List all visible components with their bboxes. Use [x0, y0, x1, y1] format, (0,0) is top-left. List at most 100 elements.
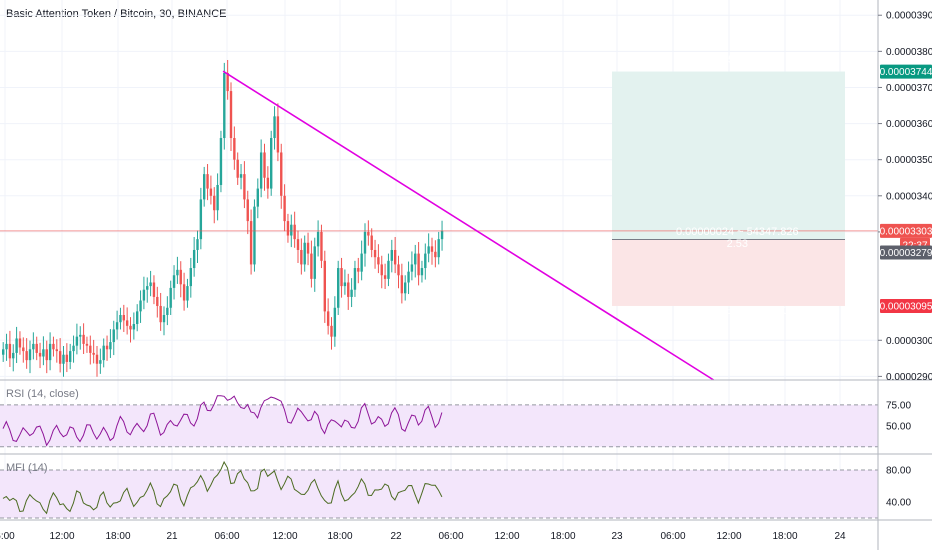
- candle-body: [162, 314, 166, 323]
- overlays[interactable]: [0, 70, 878, 381]
- candle-body: [199, 199, 203, 240]
- price-badge-label: 0.00003279: [880, 248, 932, 259]
- candle-body: [434, 251, 437, 258]
- rsi-label: RSI (14, close): [6, 388, 79, 400]
- candle-body: [326, 311, 330, 326]
- candle-body: [42, 349, 45, 357]
- candle-body: [236, 159, 239, 178]
- candle-body: [360, 253, 363, 272]
- candle-body: [414, 253, 417, 265]
- candle-body: [75, 336, 79, 346]
- candle-body: [176, 269, 179, 276]
- candle-body: [142, 289, 146, 301]
- candle-body: [424, 253, 427, 269]
- candle-body: [105, 345, 109, 350]
- candle-body: [306, 242, 310, 254]
- candle-body: [35, 343, 38, 353]
- candle-body: [159, 305, 162, 323]
- candle-body: [89, 345, 92, 353]
- candle-body: [393, 249, 397, 265]
- mfi-pane: [0, 460, 878, 519]
- candle-body: [370, 235, 373, 250]
- candle-body: [310, 253, 313, 279]
- candle-body: [115, 322, 119, 330]
- stop-loss-label[interactable]: 0.00000184 (5.61%) 0.9: [680, 305, 799, 317]
- rsi-line: [2, 395, 443, 447]
- candle-body: [109, 342, 112, 350]
- candle-body: [182, 284, 186, 301]
- price-badge-label: 0.00003095: [880, 301, 932, 312]
- candle-body: [353, 268, 357, 290]
- candle-body: [28, 349, 32, 361]
- candle-body: [266, 177, 270, 189]
- candle-body: [213, 195, 216, 211]
- candle-body: [256, 188, 259, 207]
- candle-body: [343, 282, 347, 287]
- candle-body: [337, 268, 340, 308]
- candle-body: [293, 224, 296, 240]
- candle-body: [380, 264, 383, 276]
- candle-body: [203, 174, 206, 200]
- time-tick-label: 24: [834, 531, 846, 542]
- candle-body: [383, 275, 387, 279]
- chart-title: Basic Attention Token / Bitcoin, 30, BIN…: [6, 8, 227, 20]
- position-zones[interactable]: [612, 71, 845, 306]
- candle-body: [259, 152, 263, 189]
- candle-body: [132, 324, 136, 330]
- candle-body: [12, 352, 15, 359]
- candle-body: [430, 246, 434, 252]
- take-profit-label[interactable]: 0.00000465 (14.18%) 1.25: [676, 54, 807, 66]
- mfi-line: [2, 460, 443, 515]
- candle-body: [169, 287, 172, 308]
- candle-body: [340, 268, 343, 287]
- time-tick-label: 21: [166, 531, 178, 542]
- mfi-tick-label: 40.00: [886, 498, 911, 509]
- candle-body: [92, 352, 95, 355]
- candle-body: [32, 343, 35, 350]
- candle-body: [65, 354, 69, 362]
- price-badge-last: [880, 223, 932, 238]
- rsi-band: [0, 404, 878, 447]
- candle-body: [404, 282, 407, 294]
- candle-body: [152, 282, 156, 297]
- candle-body: [139, 300, 142, 312]
- candle-body: [79, 334, 82, 337]
- candle-body: [313, 246, 316, 279]
- candle-body: [219, 138, 223, 185]
- candle-body: [129, 325, 132, 330]
- candle-body: [2, 349, 5, 355]
- entry-label[interactable]: 0.00000024 ~ 54347.826 2.53: [670, 224, 805, 252]
- price-badge-label: 0.00003744: [880, 67, 932, 78]
- candle-body: [189, 268, 192, 287]
- time-tick-label: 18:00: [550, 531, 575, 542]
- candle-body: [357, 268, 360, 272]
- candle-body: [233, 138, 236, 160]
- candle-body: [440, 230, 444, 240]
- candle-body: [172, 275, 176, 288]
- candle-body: [22, 347, 25, 352]
- candle-body: [55, 349, 58, 352]
- candle-body: [99, 360, 102, 364]
- candle-body: [18, 338, 22, 348]
- candle-body: [166, 307, 169, 315]
- candle-body: [112, 329, 115, 343]
- candle-body: [85, 343, 89, 346]
- candle-body: [276, 116, 280, 153]
- candle-body: [417, 253, 420, 276]
- time-tick-label: 12:00: [494, 531, 519, 542]
- candle-body: [253, 206, 256, 265]
- candle-body: [8, 343, 12, 359]
- take-profit-zone: [612, 71, 845, 240]
- candle-body: [437, 239, 440, 258]
- candle-body: [243, 174, 246, 200]
- candle-body: [216, 184, 219, 211]
- candle-body: [303, 242, 306, 265]
- candle-body: [226, 73, 229, 92]
